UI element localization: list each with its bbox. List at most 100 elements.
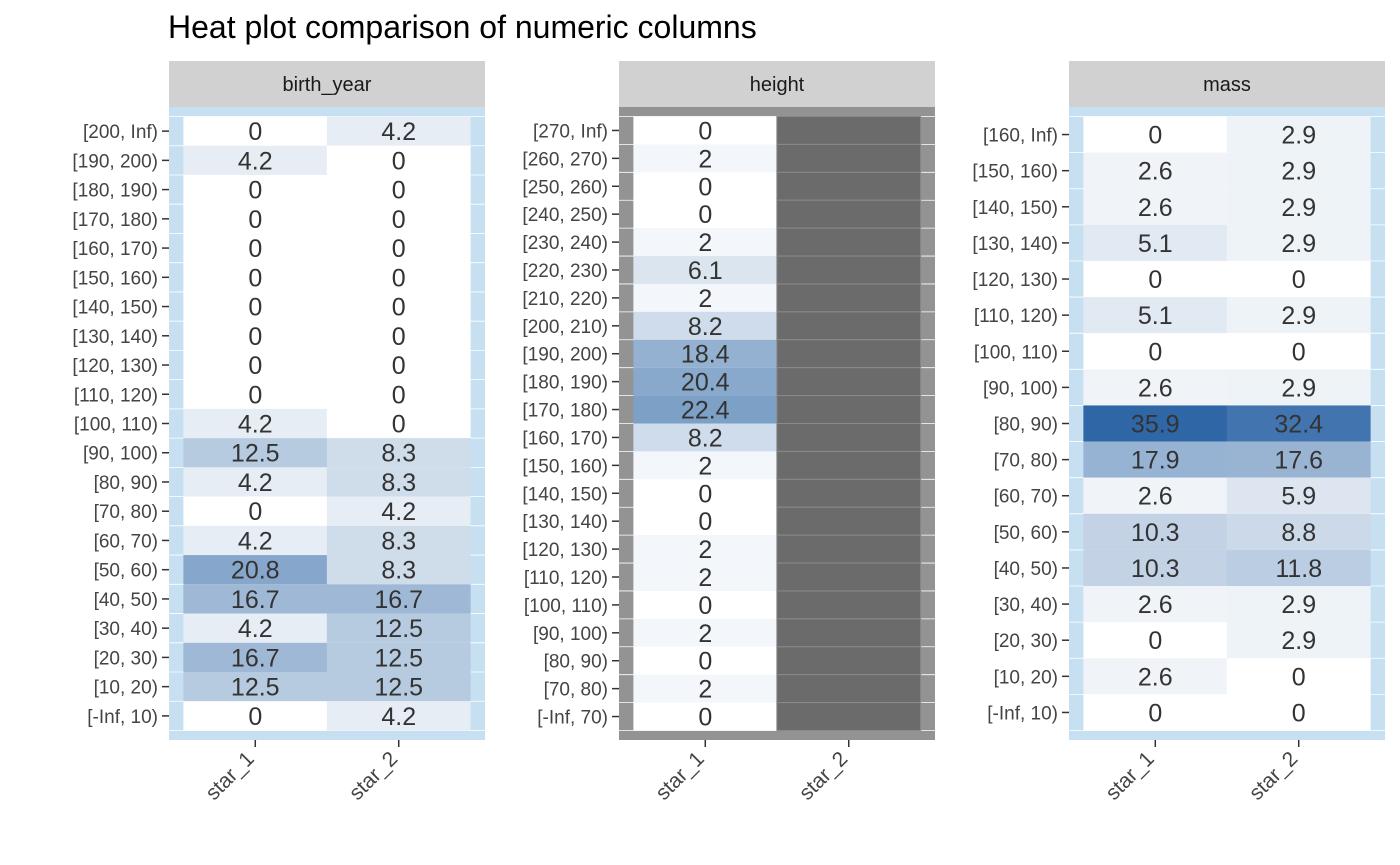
- cell-value-label: 2.6: [1138, 591, 1173, 619]
- y-tick-label: [80, 90): [994, 415, 1058, 436]
- heat-cell: [183, 642, 328, 673]
- y-tick-label: [190, 200): [72, 151, 158, 172]
- heat-cell: [633, 367, 778, 396]
- x-tick-label: star_1: [651, 747, 709, 805]
- cell-value-label: 17.9: [1131, 447, 1180, 475]
- heat-cell: [1083, 405, 1228, 442]
- heat-cell: [326, 233, 471, 263]
- heat-cell: [1226, 441, 1371, 478]
- cell-value-label: 16.7: [231, 644, 280, 672]
- y-tick-label: [210, 220): [522, 289, 608, 310]
- heat-cell: [326, 613, 471, 643]
- heat-cell: [776, 702, 922, 732]
- heat-cell: [1226, 260, 1371, 298]
- cell-value-label: 2: [698, 536, 712, 564]
- heat-cell: [326, 321, 471, 351]
- y-tick-label: [-Inf, 10): [987, 703, 1058, 724]
- heat-cell: [633, 311, 778, 340]
- heat-cell: [633, 590, 778, 619]
- cell-value-label: 2.6: [1138, 374, 1173, 402]
- heat-cell: [776, 143, 922, 173]
- y-tick-label: [160, 170): [72, 239, 158, 260]
- cell-value-label: 2.9: [1281, 158, 1316, 186]
- y-tick-label: [70, 80): [544, 680, 608, 701]
- y-tick-label: [100, 110): [74, 415, 158, 436]
- heat-cell: [183, 321, 328, 351]
- cell-value-label: 12.5: [374, 615, 423, 643]
- y-tick-label: [140, 150): [972, 198, 1058, 219]
- y-tick-label: [270, Inf): [533, 121, 608, 142]
- heat-cell: [776, 562, 922, 592]
- heat-cell: [183, 174, 328, 205]
- heat-cell: [1226, 586, 1371, 623]
- heat-cell: [776, 423, 922, 452]
- heat-cell: [1226, 188, 1371, 225]
- y-tick-label: [110, 120): [524, 568, 608, 589]
- heat-cell: [183, 350, 328, 380]
- heat-cell: [1083, 116, 1228, 153]
- heat-cell: [1226, 622, 1371, 659]
- cell-value-label: 16.7: [374, 586, 423, 614]
- cell-value-label: 0: [698, 173, 712, 201]
- cell-value-label: 0: [698, 508, 712, 536]
- heat-cell: [1083, 260, 1228, 298]
- heat-cell: [326, 408, 471, 439]
- heat-cell: [326, 116, 471, 146]
- strip-label: mass: [1203, 74, 1251, 96]
- strip-background: [619, 61, 935, 107]
- heat-cell: [326, 291, 471, 322]
- cell-value-label: 2.9: [1281, 591, 1316, 619]
- heat-cell: [1226, 477, 1371, 514]
- heat-cell: [1226, 513, 1371, 550]
- y-tick-label: [250, 260): [522, 177, 608, 198]
- y-tick-label: [70, 80): [94, 502, 158, 523]
- cell-value-label: 2.9: [1281, 627, 1316, 655]
- heat-cell: [326, 438, 471, 468]
- y-tick-label: [260, 270): [522, 149, 608, 170]
- heat-cell: [633, 507, 778, 536]
- cell-value-label: 0: [248, 352, 262, 380]
- y-tick-label: [110, 120): [974, 306, 1058, 327]
- cell-value-label: 10.3: [1131, 555, 1180, 583]
- heat-cell: [183, 525, 328, 556]
- x-tick-label: star_1: [1101, 747, 1159, 805]
- heat-cell: [776, 283, 922, 313]
- heat-cell: [633, 200, 778, 229]
- cell-value-label: 4.2: [381, 118, 416, 146]
- y-tick-label: [10, 20): [94, 678, 158, 699]
- cell-value-label: 0: [248, 118, 262, 146]
- cell-value-label: 0: [1292, 699, 1306, 727]
- y-tick-label: [80, 90): [94, 473, 158, 494]
- y-tick-label: [170, 180): [72, 210, 158, 231]
- cell-value-label: 2: [698, 285, 712, 313]
- cell-value-label: 35.9: [1131, 411, 1180, 439]
- heat-cell: [633, 339, 778, 368]
- heat-cell: [633, 646, 778, 675]
- cell-value-label: 8.2: [688, 424, 723, 452]
- heat-cell: [633, 283, 778, 312]
- y-tick-label: [100, 110): [524, 596, 608, 617]
- heat-cell: [1083, 586, 1228, 623]
- strip-background: [169, 61, 485, 107]
- heat-cell: [183, 496, 328, 526]
- y-tick-label: [20, 30): [994, 631, 1058, 652]
- cell-value-label: 4.2: [238, 469, 273, 497]
- cell-value-label: 0: [248, 264, 262, 292]
- heat-cell: [326, 701, 471, 731]
- heat-cell: [1226, 224, 1371, 261]
- y-tick-label: [150, 160): [522, 456, 608, 477]
- y-tick-label: [80, 90): [544, 652, 608, 673]
- cell-value-label: 2.6: [1138, 483, 1173, 511]
- cell-value-label: 5.9: [1281, 483, 1316, 511]
- heat-cell: [183, 408, 328, 439]
- heat-cell: [326, 204, 471, 234]
- heat-cell: [633, 535, 778, 564]
- heat-cell: [776, 255, 922, 285]
- heat-cell: [633, 423, 778, 452]
- heat-cell: [1083, 513, 1228, 550]
- y-tick-label: [200, Inf): [83, 122, 158, 143]
- y-tick-label: [100, 110): [974, 342, 1058, 363]
- heat-cell: [1226, 116, 1371, 153]
